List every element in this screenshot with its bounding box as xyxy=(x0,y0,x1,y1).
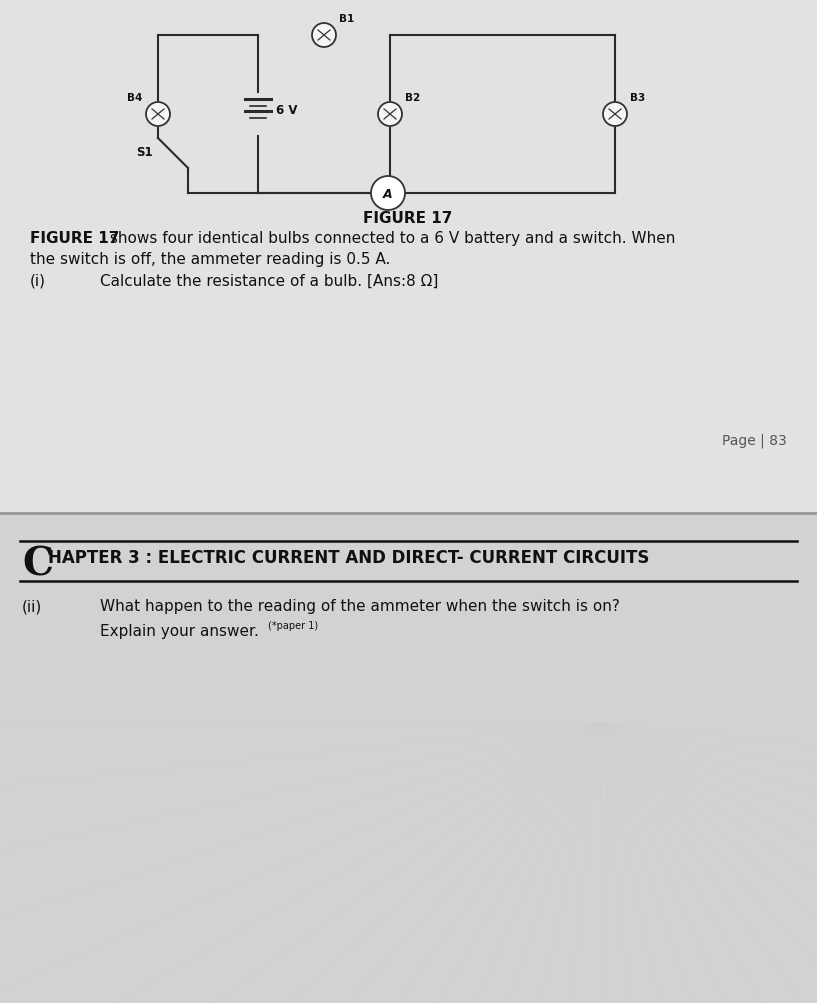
Text: Page | 83: Page | 83 xyxy=(722,433,787,448)
Circle shape xyxy=(146,103,170,126)
Text: Explain your answer.: Explain your answer. xyxy=(100,624,259,638)
Text: B1: B1 xyxy=(339,14,355,24)
Text: shows four identical bulbs connected to a 6 V battery and a switch. When: shows four identical bulbs connected to … xyxy=(105,231,676,246)
Text: B4: B4 xyxy=(127,93,142,103)
Text: 6 V: 6 V xyxy=(276,104,297,117)
Text: the switch is off, the ammeter reading is 0.5 A.: the switch is off, the ammeter reading i… xyxy=(30,252,391,267)
Bar xyxy=(0,0,817,514)
Text: Calculate the resistance of a bulb. [Ans:8 Ω]: Calculate the resistance of a bulb. [Ans… xyxy=(100,274,439,289)
Bar xyxy=(0,514,817,1003)
Text: B2: B2 xyxy=(405,93,420,103)
Text: C: C xyxy=(22,546,53,584)
Circle shape xyxy=(312,24,336,48)
Text: What happen to the reading of the ammeter when the switch is on?: What happen to the reading of the ammete… xyxy=(100,599,620,614)
Text: HAPTER 3 : ELECTRIC CURRENT AND DIRECT- CURRENT CIRCUITS: HAPTER 3 : ELECTRIC CURRENT AND DIRECT- … xyxy=(48,549,650,567)
Circle shape xyxy=(378,103,402,126)
Text: (i): (i) xyxy=(30,274,46,289)
Text: B3: B3 xyxy=(630,93,645,103)
Text: A: A xyxy=(383,188,393,201)
Circle shape xyxy=(603,103,627,126)
Text: (*paper 1): (*paper 1) xyxy=(268,621,318,630)
Circle shape xyxy=(371,177,405,211)
Text: FIGURE 17: FIGURE 17 xyxy=(364,211,453,226)
Text: (ii): (ii) xyxy=(22,599,42,614)
Text: S1: S1 xyxy=(136,145,153,158)
Text: FIGURE 17: FIGURE 17 xyxy=(30,231,119,246)
